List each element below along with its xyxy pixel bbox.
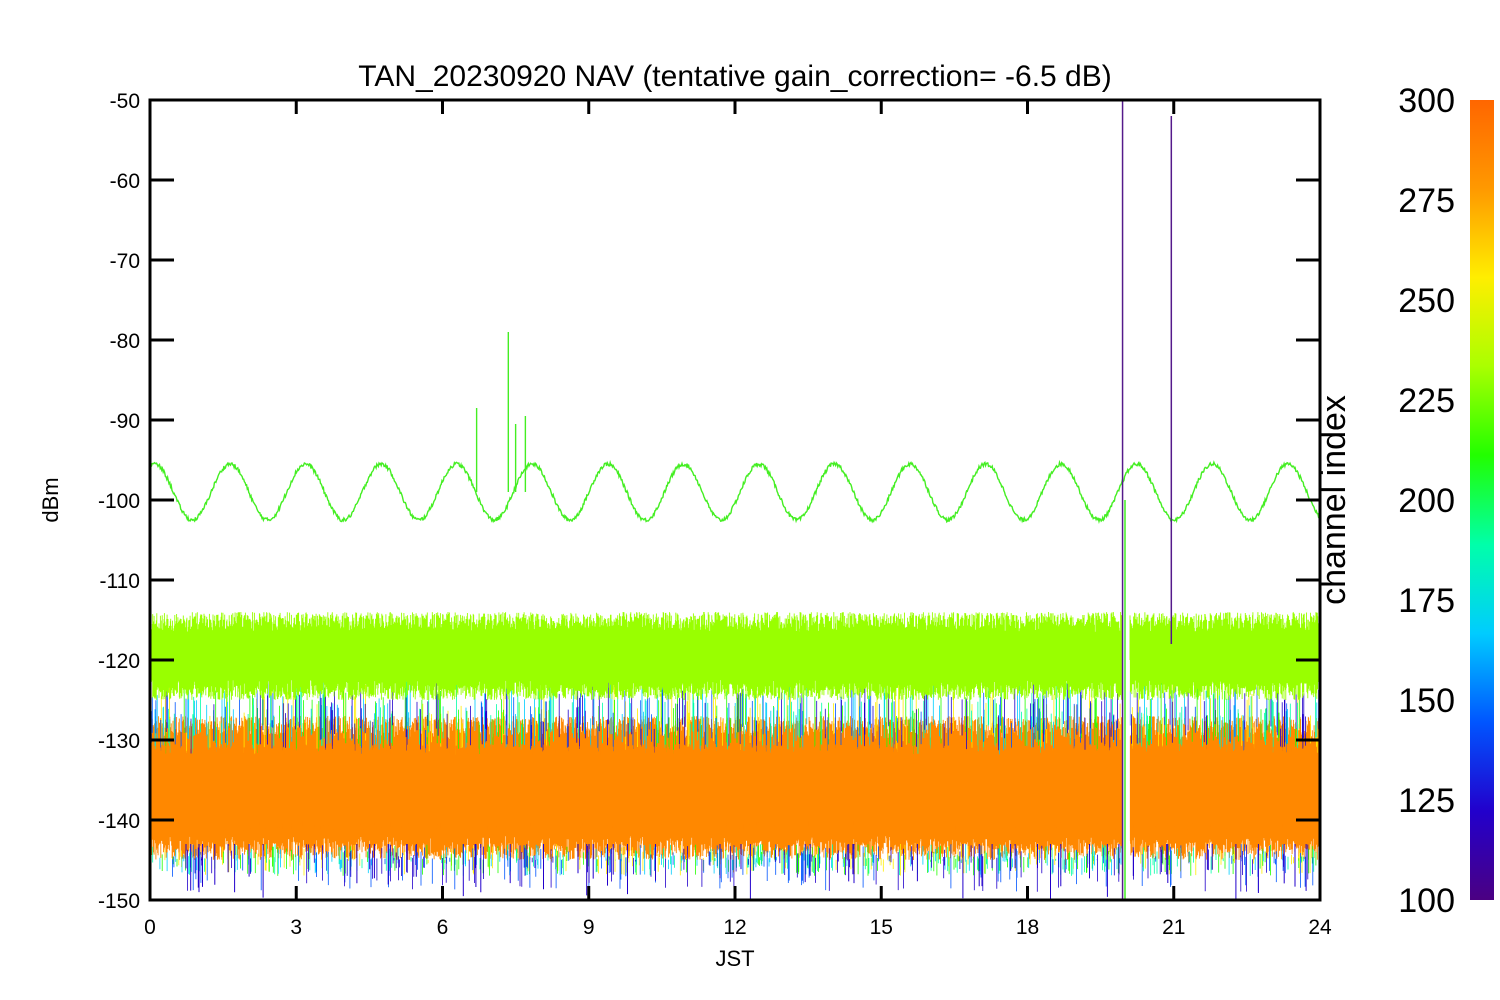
series-band-lime-core <box>150 640 1320 664</box>
colorbar-tick-label: 300 <box>1398 82 1455 120</box>
y-tick-label: -100 <box>98 490 140 513</box>
x-tick-label: 18 <box>1016 916 1039 939</box>
data-gap <box>1122 660 1130 900</box>
chart-title: TAN_20230920 NAV (tentative gain_correct… <box>358 60 1112 93</box>
colorbar-tick-label: 125 <box>1398 782 1455 820</box>
x-tick-label: 21 <box>1162 916 1185 939</box>
colorbar-tick-label: 250 <box>1398 282 1455 320</box>
y-tick-label: -130 <box>98 730 140 753</box>
plot-area <box>150 100 1320 900</box>
colorbar-tick-label: 175 <box>1398 582 1455 620</box>
y-tick-label: -80 <box>110 330 140 353</box>
colorbar-tick-label: 150 <box>1398 682 1455 720</box>
y-tick-label: -60 <box>110 170 140 193</box>
x-tick-label: 9 <box>583 916 595 939</box>
x-tick-label: 6 <box>437 916 449 939</box>
y-axis: -50 -60 -70 -80 -90 -100 -110 -120 -130 -140 -150 <box>98 90 1320 913</box>
series-band-mixed <box>165 670 1319 892</box>
series-sinusoid <box>150 459 1320 524</box>
y-tick-label: -90 <box>110 410 140 433</box>
x-tick-label: 3 <box>290 916 302 939</box>
series-band-mixed <box>152 670 1316 876</box>
y-tick-label: -50 <box>110 90 140 113</box>
x-tick-label: 24 <box>1308 916 1332 939</box>
series-band-mixed <box>161 673 1317 876</box>
colorbar: 100 125 150 175 200 225 250 275 300 <box>1398 82 1494 920</box>
x-tick-label: 0 <box>144 916 156 939</box>
colorbar-tick-label: 275 <box>1398 182 1455 220</box>
y-tick-label: -140 <box>98 810 140 833</box>
series-band-core <box>150 744 1320 832</box>
colorbar-gradient <box>1470 100 1494 900</box>
colorbar-tick-label: 200 <box>1398 482 1455 520</box>
x-tick-label: 12 <box>723 916 746 939</box>
colorbar-tick-label: 100 <box>1398 882 1455 920</box>
colorbar-label: channel index <box>1315 395 1353 605</box>
x-tick-label: 15 <box>870 916 893 939</box>
y-tick-label: -120 <box>98 650 140 673</box>
y-tick-label: -70 <box>110 250 140 273</box>
x-axis: 0 3 6 9 12 15 18 21 24 <box>144 100 1332 939</box>
x-axis-label: JST <box>715 946 754 971</box>
y-axis-label: dBm <box>38 477 63 522</box>
y-tick-label: -150 <box>98 890 140 913</box>
y-tick-label: -110 <box>100 570 140 593</box>
colorbar-tick-label: 225 <box>1398 382 1455 420</box>
